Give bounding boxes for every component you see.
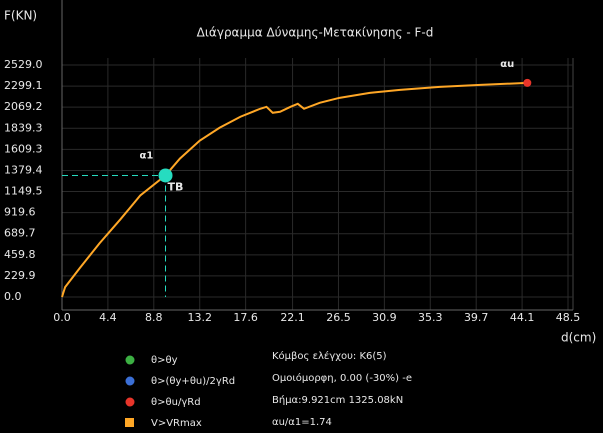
- legend-swatch: [125, 397, 135, 407]
- y-tick-label: 1149.5: [4, 185, 43, 198]
- x-tick-label: 4.4: [99, 311, 117, 324]
- legend-label: θ>θy: [151, 355, 178, 366]
- y-tick-label: 1609.3: [4, 142, 43, 155]
- x-tick-label: 30.9: [372, 311, 397, 324]
- y-tick-label: 0.0: [4, 290, 22, 303]
- x-tick-label: 35.3: [418, 311, 443, 324]
- x-tick-label: 0.0: [53, 311, 71, 324]
- point-marker: [158, 168, 173, 183]
- x-tick-label: 48.5: [556, 311, 581, 324]
- y-tick-label: 2069.2: [4, 100, 43, 113]
- legend-label: θ>(θy+θu)/2γRd: [151, 376, 235, 387]
- info-line: Ομοιόμορφη, 0.00 (-30%) -e: [272, 372, 412, 384]
- y-tick-label: 1379.4: [4, 163, 43, 176]
- x-tick-label: 39.7: [464, 311, 489, 324]
- legend-label: θ>θu/γRd: [151, 397, 201, 408]
- x-tick-label: 8.8: [145, 311, 163, 324]
- y-tick-label: 689.7: [4, 227, 36, 240]
- point-label: αu: [500, 59, 514, 70]
- point-label: TB: [168, 180, 184, 193]
- y-tick-label: 229.9: [4, 269, 36, 282]
- point-annotation: α1: [140, 150, 154, 161]
- info-line: αu/α1=1.74: [272, 417, 332, 428]
- x-tick-label: 22.1: [280, 311, 305, 324]
- x-axis-label: d(cm): [561, 331, 596, 345]
- y-tick-label: 919.6: [4, 206, 36, 219]
- y-tick-label: 1839.3: [4, 121, 43, 134]
- point-marker: [523, 78, 532, 87]
- x-tick-label: 17.6: [233, 311, 258, 324]
- y-axis-label: F(KN): [4, 9, 37, 23]
- force-displacement-curve: [61, 81, 528, 298]
- legend-swatch: [125, 376, 135, 386]
- info-line: Κόμβος ελέγχου: K6(5): [272, 350, 387, 362]
- x-tick-label: 13.2: [187, 311, 212, 324]
- info-line: Βήμα:9.921cm 1325.08kN: [272, 394, 403, 406]
- chart-title: Διάγραμμα Δύναμης-Μετακίνησης - F-d: [197, 26, 434, 40]
- legend-label: V>VRmax: [151, 418, 202, 429]
- x-tick-label: 26.5: [326, 311, 351, 324]
- x-tick-label: 44.1: [510, 311, 535, 324]
- y-tick-label: 459.8: [4, 248, 36, 261]
- y-tick-label: 2299.1: [4, 79, 43, 92]
- legend-swatch: [125, 418, 134, 427]
- y-tick-label: 2529.0: [4, 58, 43, 71]
- legend-swatch: [125, 355, 135, 365]
